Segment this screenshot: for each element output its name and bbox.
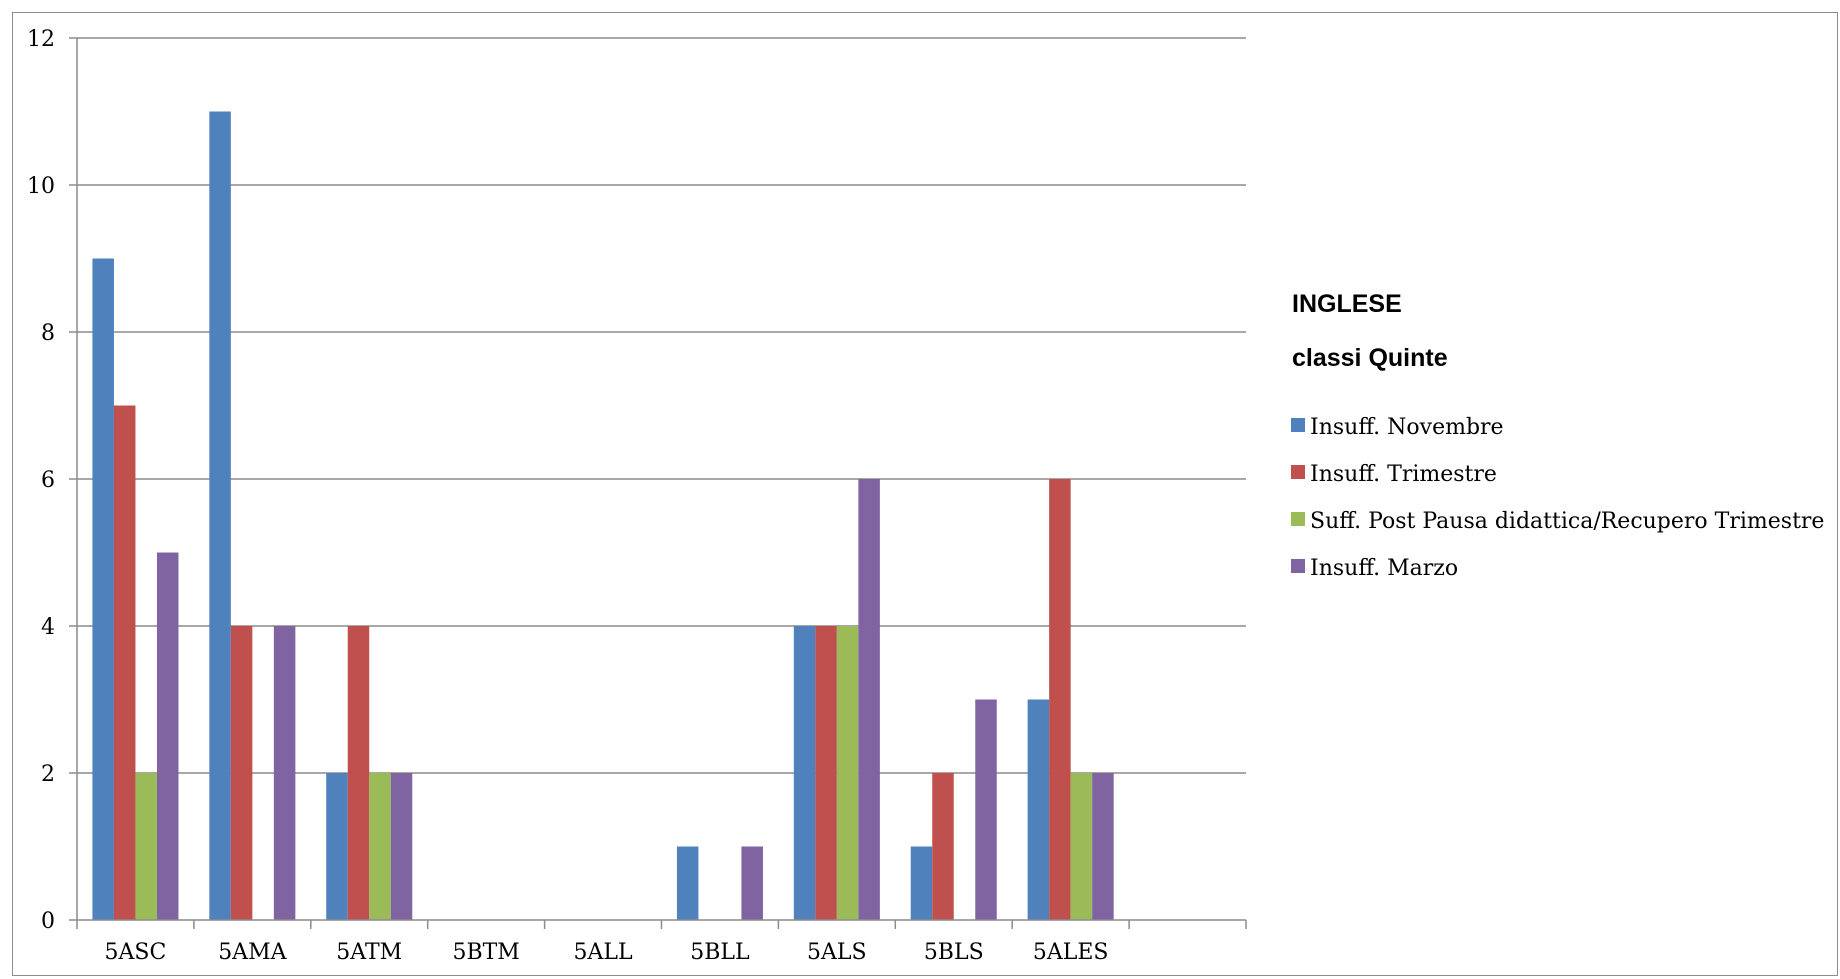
x-tick-label: 5ALS — [807, 940, 867, 965]
bar-5ALES-series-2 — [1049, 479, 1071, 920]
bar-5ALS-series-1 — [794, 626, 816, 920]
bar-5BLS-series-2 — [932, 773, 954, 920]
y-tick-label: 2 — [41, 762, 55, 787]
y-tick-label: 4 — [41, 615, 55, 640]
chart-title: INGLESE — [1292, 290, 1402, 318]
bar-5ALS-series-2 — [815, 626, 837, 920]
bar-5AMA-series-2 — [231, 626, 253, 920]
legend-swatch — [1291, 465, 1305, 479]
legend-label: Suff. Post Pausa didattica/Recupero Trim… — [1310, 509, 1824, 534]
bar-5ASC-series-2 — [114, 406, 136, 921]
bar-5BLS-series-4 — [975, 700, 997, 921]
x-tick-label: 5BLL — [690, 940, 750, 965]
bar-5ATM-series-3 — [369, 773, 391, 920]
legend-swatch — [1291, 512, 1305, 526]
legend-swatch — [1291, 559, 1305, 573]
y-tick-label: 8 — [41, 321, 55, 346]
bar-5ASC-series-3 — [135, 773, 157, 920]
legend-swatch — [1291, 418, 1305, 432]
bar-5AMA-series-1 — [209, 112, 231, 921]
bar-5BLL-series-1 — [677, 847, 699, 921]
legend: INGLESE classi Quinte Insuff. Novembre In… — [1291, 290, 1824, 581]
bars — [92, 112, 1113, 921]
bar-5ALES-series-3 — [1071, 773, 1093, 920]
x-tick-label: 5BTM — [452, 940, 519, 965]
x-tick-label: 5ALES — [1033, 940, 1109, 965]
y-tick-label: 0 — [41, 909, 55, 934]
legend-label: Insuff. Marzo — [1310, 556, 1458, 581]
bar-5ATM-series-2 — [348, 626, 370, 920]
x-tick-label: 5ALL — [573, 940, 632, 965]
bar-5ALES-series-4 — [1092, 773, 1114, 920]
bar-5BLS-series-1 — [911, 847, 933, 921]
x-tick-label: 5AMA — [218, 940, 287, 965]
bar-5BLL-series-4 — [741, 847, 763, 921]
y-tick-label: 12 — [27, 27, 55, 52]
legend-label: Insuff. Trimestre — [1310, 462, 1497, 487]
x-tick-label: 5ASC — [105, 940, 167, 965]
bar-5ASC-series-4 — [157, 553, 179, 921]
bar-5ATM-series-4 — [391, 773, 413, 920]
bar-5AMA-series-4 — [274, 626, 296, 920]
bar-5ATM-series-1 — [326, 773, 348, 920]
bar-5ALES-series-1 — [1028, 700, 1050, 921]
x-tick-label: 5BLS — [924, 940, 984, 965]
bar-5ALS-series-3 — [837, 626, 859, 920]
y-tick-label: 10 — [27, 174, 55, 199]
legend-label: Insuff. Novembre — [1310, 415, 1504, 440]
bar-5ALS-series-4 — [858, 479, 880, 920]
x-tick-label: 5ATM — [336, 940, 402, 965]
y-tick-label: 6 — [41, 468, 55, 493]
bar-5ASC-series-1 — [92, 259, 114, 921]
chart-subtitle: classi Quinte — [1292, 344, 1448, 372]
